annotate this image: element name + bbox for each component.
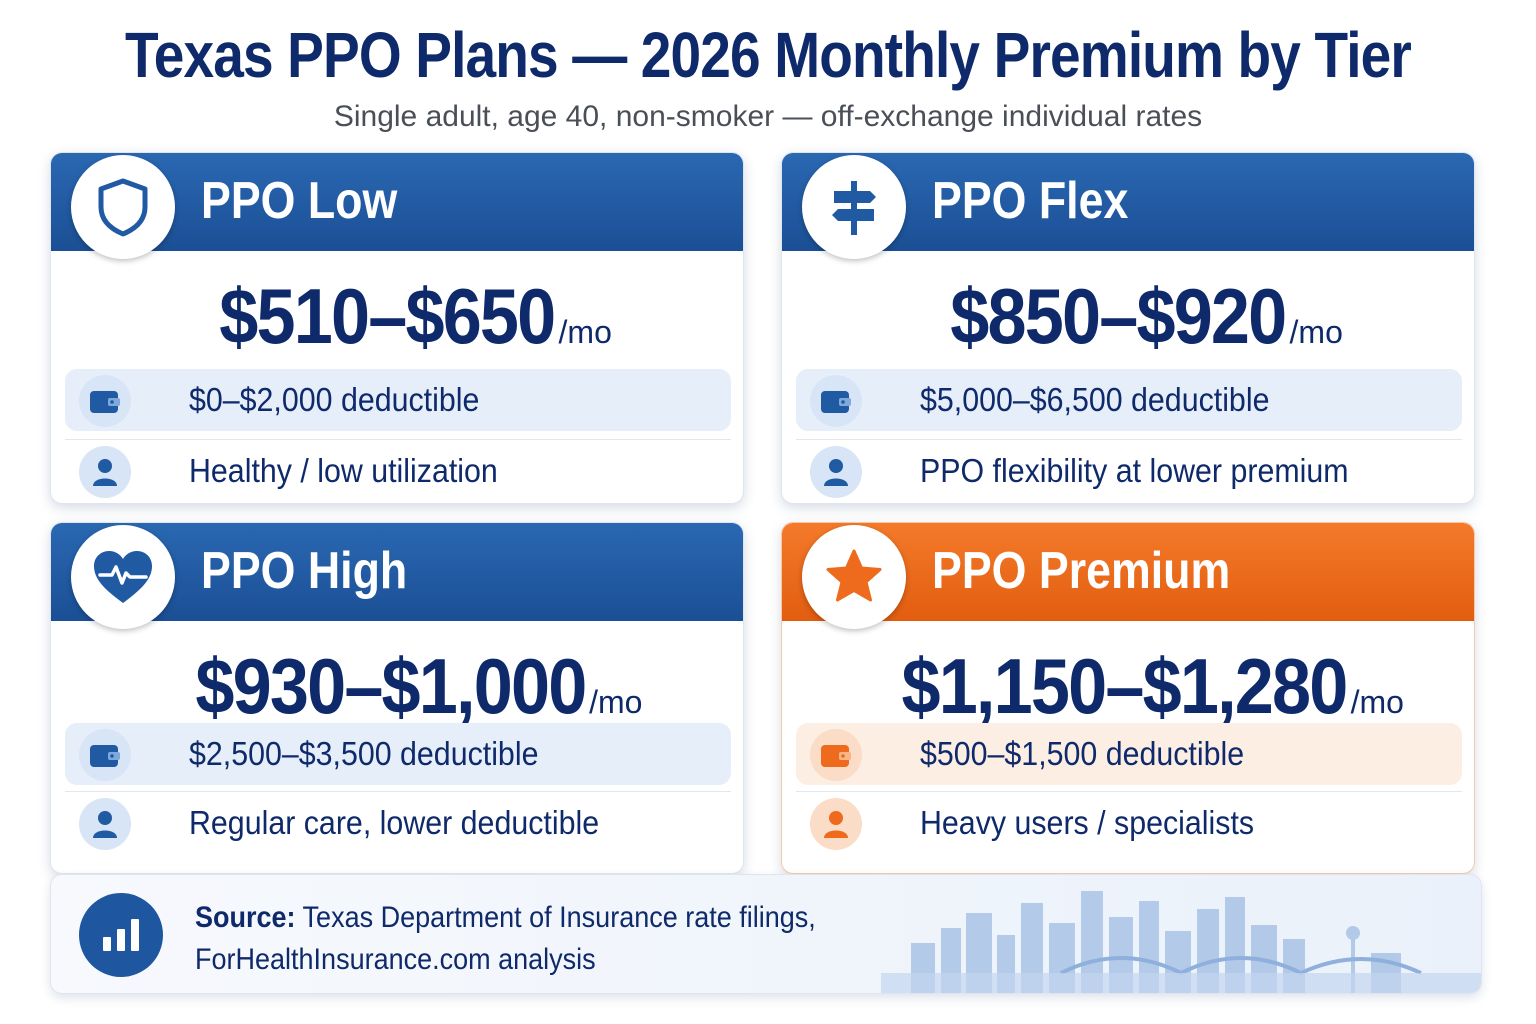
deductible-row: $5,000–$6,500 deductible (796, 369, 1462, 431)
page-title: Texas PPO Plans — 2026 Monthly Premium b… (125, 19, 1412, 91)
deductible-text: $0–$2,000 deductible (189, 381, 480, 418)
source-label: Source: (195, 901, 296, 934)
best-for-text: Heavy users / specialists (920, 804, 1255, 841)
city-skyline-illustration (881, 891, 1481, 993)
source-line-1: Texas Department of Insurance rate filin… (302, 901, 816, 934)
deductible-row: $500–$1,500 deductible (796, 723, 1462, 785)
person-icon (79, 798, 131, 850)
plan-card-ppo-low: PPO Low $510–$650/mo $0–$2,000 deductibl… (50, 152, 744, 504)
deductible-row: $2,500–$3,500 deductible (65, 723, 731, 785)
price-row: $930–$1,000/mo (51, 641, 743, 732)
star-icon (802, 525, 906, 629)
premium-range: $1,150–$1,280 (901, 642, 1349, 730)
per-month-label: /mo (558, 314, 612, 350)
person-icon (810, 798, 862, 850)
premium-range: $930–$1,000 (194, 642, 587, 730)
best-for-text: Healthy / low utilization (189, 452, 498, 489)
source-text: Source: Texas Department of Insurance ra… (195, 897, 816, 981)
plan-name: PPO Flex (932, 172, 1129, 230)
price-row: $1,150–$1,280/mo (782, 641, 1474, 732)
person-icon (79, 446, 131, 498)
premium-range: $850–$920 (950, 272, 1287, 360)
premium-range: $510–$650 (219, 272, 556, 360)
plan-name: PPO High (201, 542, 408, 600)
plan-name: PPO Low (201, 172, 398, 230)
bar-chart-icon (79, 893, 163, 977)
best-for-row: PPO flexibility at lower premium (796, 439, 1462, 503)
best-for-row: Healthy / low utilization (65, 439, 731, 503)
shield-icon (71, 155, 175, 259)
per-month-label: /mo (1350, 684, 1404, 720)
signpost-icon (802, 155, 906, 259)
plan-card-ppo-flex: PPO Flex $850–$920/mo $5,000–$6,500 dedu… (781, 152, 1475, 504)
best-for-text: Regular care, lower deductible (189, 804, 600, 841)
deductible-text: $2,500–$3,500 deductible (189, 735, 539, 772)
source-line-2: ForHealthInsurance.com analysis (195, 943, 596, 976)
price-row: $850–$920/mo (782, 271, 1474, 362)
per-month-label: /mo (1289, 314, 1343, 350)
best-for-text: PPO flexibility at lower premium (920, 452, 1349, 489)
best-for-row: Heavy users / specialists (796, 791, 1462, 857)
wallet-icon (79, 729, 131, 781)
wallet-icon (79, 375, 131, 427)
wallet-icon (810, 375, 862, 427)
source-footer: Source: Texas Department of Insurance ra… (50, 874, 1482, 994)
price-row: $510–$650/mo (51, 271, 743, 362)
deductible-text: $500–$1,500 deductible (920, 735, 1245, 772)
wallet-icon (810, 729, 862, 781)
per-month-label: /mo (589, 684, 643, 720)
deductible-text: $5,000–$6,500 deductible (920, 381, 1270, 418)
best-for-row: Regular care, lower deductible (65, 791, 731, 857)
page-subtitle: Single adult, age 40, non-smoker — off-e… (333, 100, 1203, 133)
plan-card-ppo-high: PPO High $930–$1,000/mo $2,500–$3,500 de… (50, 522, 744, 874)
plan-card-ppo-premium: PPO Premium $1,150–$1,280/mo $500–$1,500… (781, 522, 1475, 874)
plan-name: PPO Premium (932, 542, 1231, 600)
heart-pulse-icon (71, 525, 175, 629)
person-icon (810, 446, 862, 498)
deductible-row: $0–$2,000 deductible (65, 369, 731, 431)
